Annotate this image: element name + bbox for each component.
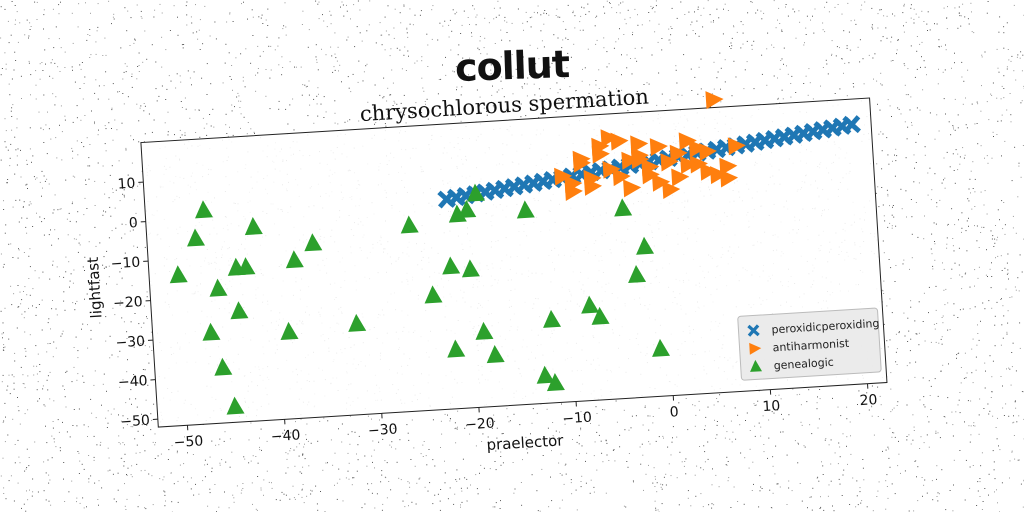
antiharmonist-point	[572, 150, 591, 169]
x-tick-label: −10	[562, 410, 592, 428]
antiharmonist-point	[651, 173, 671, 192]
genealogic-point	[486, 344, 505, 364]
series-antiharmonist	[554, 91, 746, 201]
genealogic-point	[195, 200, 214, 219]
genealogic-point	[442, 256, 461, 275]
antiharmonist-point	[612, 168, 631, 187]
genealogic-point	[458, 200, 477, 219]
antiharmonist-point	[623, 179, 642, 198]
genealogic-point	[636, 236, 655, 255]
antiharmonist-point	[678, 132, 697, 151]
antiharmonist-point	[660, 153, 679, 172]
genealogic-point	[614, 198, 633, 217]
genealogic-point	[348, 313, 367, 332]
antiharmonist-point	[630, 135, 649, 154]
y-tick-label: 0	[128, 215, 138, 232]
x-tick-label: 10	[762, 398, 781, 415]
genealogic-point	[304, 233, 323, 252]
antiharmonist-point	[671, 168, 690, 187]
genealogic-point	[226, 396, 245, 415]
data-marks	[169, 91, 861, 415]
antiharmonist-point	[719, 157, 738, 176]
genealogic-point	[169, 265, 188, 284]
x-tick-label: 20	[859, 392, 878, 409]
x-tick-label: −40	[270, 427, 300, 445]
x-tick-label: 0	[669, 404, 679, 421]
genealogic-point	[591, 306, 610, 325]
genealogic-point	[209, 278, 228, 297]
genealogic-point	[652, 338, 671, 357]
x-tick-label: −30	[368, 421, 398, 439]
genealogic-point	[536, 365, 555, 384]
genealogic-point	[516, 200, 535, 219]
genealogic-point	[227, 257, 246, 276]
y-tick-label: −50	[120, 413, 150, 431]
y-tick-label: −20	[113, 294, 143, 312]
antiharmonist-point	[621, 151, 640, 170]
peroxidicperoxiding-point	[842, 115, 861, 134]
plot-area	[140, 97, 888, 428]
antiharmonist-point	[688, 139, 707, 158]
y-tick-label: 10	[117, 176, 136, 193]
antiharmonist-point	[602, 160, 621, 179]
y-tick-label: −30	[115, 334, 145, 352]
genealogic-point	[285, 250, 304, 269]
y-tick-label: −10	[110, 255, 140, 273]
genealogic-point	[461, 259, 480, 278]
antiharmonist-point	[669, 144, 688, 163]
antiharmonist-point	[583, 169, 602, 188]
y-axis: −50 −40 −30 −20 −10 0 10	[110, 176, 158, 431]
genealogic-point	[230, 301, 249, 320]
x-axis: −50 −40 −30 −20 −10 0 10 20	[173, 383, 878, 451]
antiharmonist-point	[649, 138, 668, 157]
series-genealogic	[169, 183, 671, 415]
genealogic-point	[448, 204, 467, 223]
genealogic-point	[467, 183, 485, 202]
genealogic-point	[424, 285, 443, 304]
antiharmonist-point	[689, 155, 708, 174]
antiharmonist-point	[705, 91, 724, 110]
legend-marker-genealogic	[750, 359, 763, 372]
y-tick-label: −40	[118, 373, 148, 391]
antiharmonist-point	[641, 158, 660, 177]
genealogic-point	[244, 216, 263, 236]
genealogic-point	[214, 357, 233, 376]
antiharmonist-point	[554, 167, 573, 186]
antiharmonist-point	[662, 181, 681, 199]
genealogic-point	[447, 339, 466, 358]
genealogic-point	[400, 215, 419, 234]
genealogic-point	[628, 264, 647, 284]
antiharmonist-point	[680, 156, 699, 175]
antiharmonist-point	[591, 137, 610, 156]
y-axis-label: lightfast	[84, 256, 106, 319]
legend-label: antiharmonist	[772, 337, 850, 355]
antiharmonist-point	[700, 162, 719, 181]
antiharmonist-point	[600, 129, 619, 148]
genealogic-point	[543, 309, 562, 328]
genealogic-point	[581, 295, 600, 314]
genealogic-point	[187, 228, 206, 247]
legend-marker-peroxidicperoxiding	[747, 324, 760, 337]
antiharmonist-point	[727, 137, 746, 156]
legend: peroxidicperoxidingantiharmonistgenealog…	[737, 307, 882, 381]
x-tick-label: −50	[173, 433, 203, 451]
genealogic-point	[475, 321, 494, 340]
genealogic-point	[546, 373, 565, 392]
legend-marker-antiharmonist	[749, 342, 762, 355]
legend-box	[737, 307, 882, 381]
legend-label: genealogic	[773, 356, 834, 373]
x-axis-label: praelector	[486, 431, 565, 454]
genealogic-point	[202, 322, 221, 341]
antiharmonist-point	[631, 151, 650, 170]
genealogic-point	[280, 321, 299, 341]
antiharmonist-point	[564, 182, 583, 201]
x-tick-label: −20	[465, 416, 495, 434]
